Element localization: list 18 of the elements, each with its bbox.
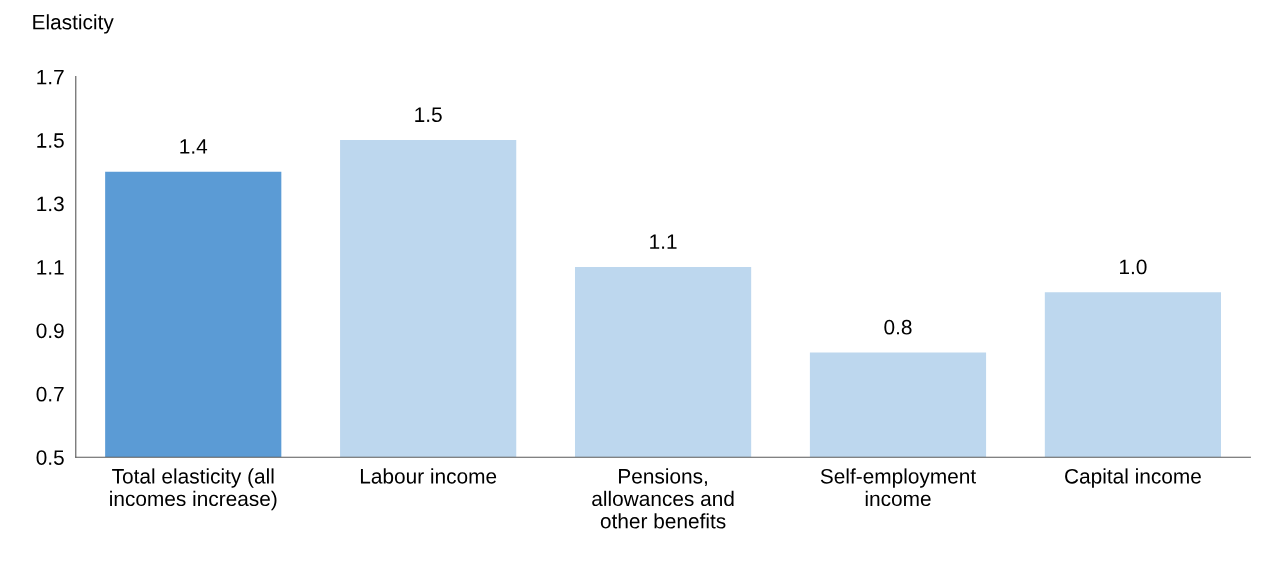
x-tick-label: Self-employment income (820, 468, 976, 507)
y-tick-label: 0.5 (36, 450, 64, 465)
y-tick-label: 1.1 (37, 260, 64, 275)
y-tick-label: 0.7 (36, 386, 64, 402)
x-tick-label: Capital income (1065, 468, 1201, 488)
x-tick-label: Pensions, allowances and other benefits (592, 468, 734, 529)
data-label: 1.0 (1120, 259, 1147, 275)
x-tick-label: Labour income (360, 468, 497, 484)
y-axis-title: Elasticity (33, 14, 114, 34)
data-label: 1.1 (650, 234, 677, 249)
y-tick-label: 1.5 (37, 133, 64, 148)
data-label: 0.8 (884, 319, 912, 335)
y-tick-label: 0.9 (36, 323, 64, 339)
y-tick-label: 1.3 (37, 196, 64, 212)
data-label: 1.4 (180, 139, 208, 154)
y-tick-label: 1.7 (37, 69, 64, 85)
x-tick-label: Total elasticity (all incomes increase) (110, 468, 277, 511)
data-label: 1.5 (415, 107, 442, 123)
